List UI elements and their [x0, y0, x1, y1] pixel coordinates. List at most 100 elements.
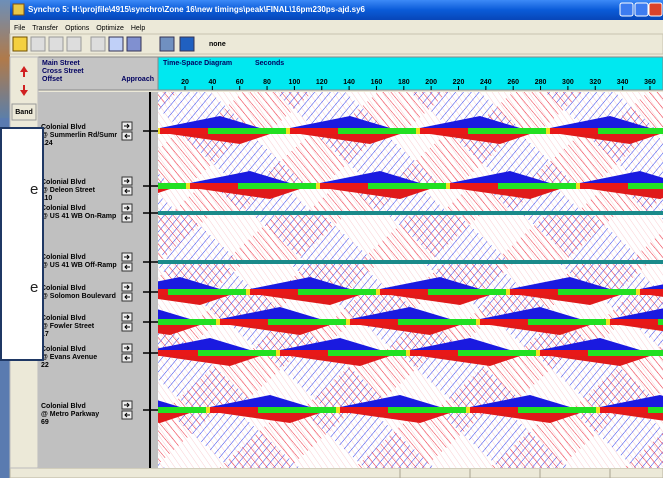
toolbar-button[interactable] — [90, 36, 106, 52]
main-street: Colonial Blvd — [41, 285, 86, 292]
main-street: Colonial Blvd — [41, 403, 86, 410]
cross-street: @ US 41 WB On-Ramp — [41, 213, 116, 220]
queue-east — [380, 277, 480, 289]
toolbar-button[interactable] — [30, 36, 46, 52]
red-phase — [540, 350, 588, 356]
time-tick-label: 20 — [181, 79, 189, 86]
yellow-phase — [506, 289, 510, 295]
toolbar-selection: none — [209, 41, 226, 48]
approach-arrow — [124, 123, 130, 129]
approach-arrow — [124, 314, 130, 320]
through-band-west — [629, 231, 663, 262]
band-button-label: Band — [15, 109, 33, 116]
approach-arrow — [124, 254, 130, 260]
queue-west — [420, 356, 520, 366]
queue-east — [158, 400, 180, 407]
through-band-west — [494, 213, 618, 262]
queue-west — [330, 189, 430, 199]
yellow-phase — [376, 289, 380, 295]
toolbar-button[interactable] — [108, 36, 124, 52]
queue-west — [158, 325, 200, 335]
queue-east — [640, 284, 663, 289]
queue-east — [580, 171, 663, 183]
through-band-west — [624, 432, 663, 468]
through-band-west — [470, 92, 583, 131]
time-tick-label: 240 — [480, 79, 492, 86]
red-phase — [550, 128, 598, 134]
time-tick-label: 220 — [453, 79, 465, 86]
diagram-title: Time-Space Diagram — [163, 60, 232, 67]
overlay-box — [0, 127, 44, 361]
toolbar-button[interactable] — [12, 36, 28, 52]
queue-east — [420, 116, 520, 128]
approach-arrow — [124, 205, 130, 211]
red-phase — [470, 407, 518, 413]
approach-arrow — [124, 264, 130, 270]
queue-east — [410, 338, 510, 350]
queue-west — [158, 189, 170, 193]
queue-west — [390, 295, 490, 305]
down-arrow-button[interactable] — [20, 85, 28, 96]
toolbar-button[interactable] — [66, 36, 82, 52]
close-button[interactable] — [648, 2, 663, 17]
red-phase — [640, 289, 663, 295]
time-tick-label: 320 — [589, 79, 601, 86]
yellow-phase — [446, 183, 450, 189]
approach-arrow — [124, 215, 130, 221]
queue-east — [158, 182, 160, 183]
yellow-phase — [206, 407, 210, 413]
queue-east — [210, 395, 310, 407]
main-street: Colonial Blvd — [41, 124, 86, 131]
queue-east — [470, 395, 570, 407]
cross-street: @ Fowler Street — [41, 323, 95, 330]
queue-west — [490, 325, 590, 335]
yellow-phase — [246, 289, 250, 295]
window-title: Synchro 5: H:\projfile\4915\synchro\Zone… — [28, 5, 366, 14]
menu-item[interactable]: Optimize — [96, 25, 124, 32]
through-band-west — [158, 410, 218, 465]
queue-west — [520, 295, 620, 305]
time-tick-label: 200 — [425, 79, 437, 86]
toolbar-button[interactable] — [159, 36, 175, 52]
toolbar — [9, 33, 663, 55]
yellow-phase — [336, 407, 340, 413]
queue-east — [160, 116, 260, 128]
red-phase — [220, 319, 268, 325]
toolbar-button[interactable] — [48, 36, 64, 52]
band-button[interactable] — [11, 103, 37, 121]
queue-east — [510, 277, 610, 289]
queue-east — [550, 116, 650, 128]
queue-west — [170, 134, 270, 144]
yellow-phase — [596, 407, 600, 413]
diagram-header — [157, 56, 663, 91]
queue-east — [450, 171, 550, 183]
queue-west — [158, 413, 190, 423]
queue-west — [350, 413, 450, 423]
red-phase — [160, 128, 208, 134]
yellow-phase — [476, 319, 480, 325]
menu-item[interactable]: Options — [65, 25, 90, 32]
yellow-phase — [576, 183, 580, 189]
queue-west — [290, 356, 390, 366]
queue-west — [550, 356, 650, 366]
maximize-button[interactable] — [634, 2, 649, 17]
green-phase — [158, 183, 663, 189]
up-arrow-button[interactable] — [20, 66, 28, 77]
cross-street: @ Metro Parkway — [41, 411, 99, 418]
red-phase — [250, 289, 298, 295]
toolbar-button[interactable] — [179, 36, 195, 52]
approach-arrow — [124, 133, 130, 139]
queue-west — [590, 189, 663, 199]
menu-item[interactable]: Transfer — [32, 25, 58, 32]
queue-east — [280, 338, 380, 350]
menu-item[interactable]: Help — [131, 25, 146, 32]
menu-item[interactable]: File — [14, 25, 25, 32]
minimize-button[interactable] — [619, 2, 634, 17]
queue-east — [320, 171, 420, 183]
yellow-phase — [158, 128, 160, 134]
yellow-phase — [346, 319, 350, 325]
toolbar-button[interactable] — [126, 36, 142, 52]
red-phase — [420, 128, 468, 134]
offset: 22 — [41, 362, 49, 369]
intersection-panel — [38, 92, 158, 468]
